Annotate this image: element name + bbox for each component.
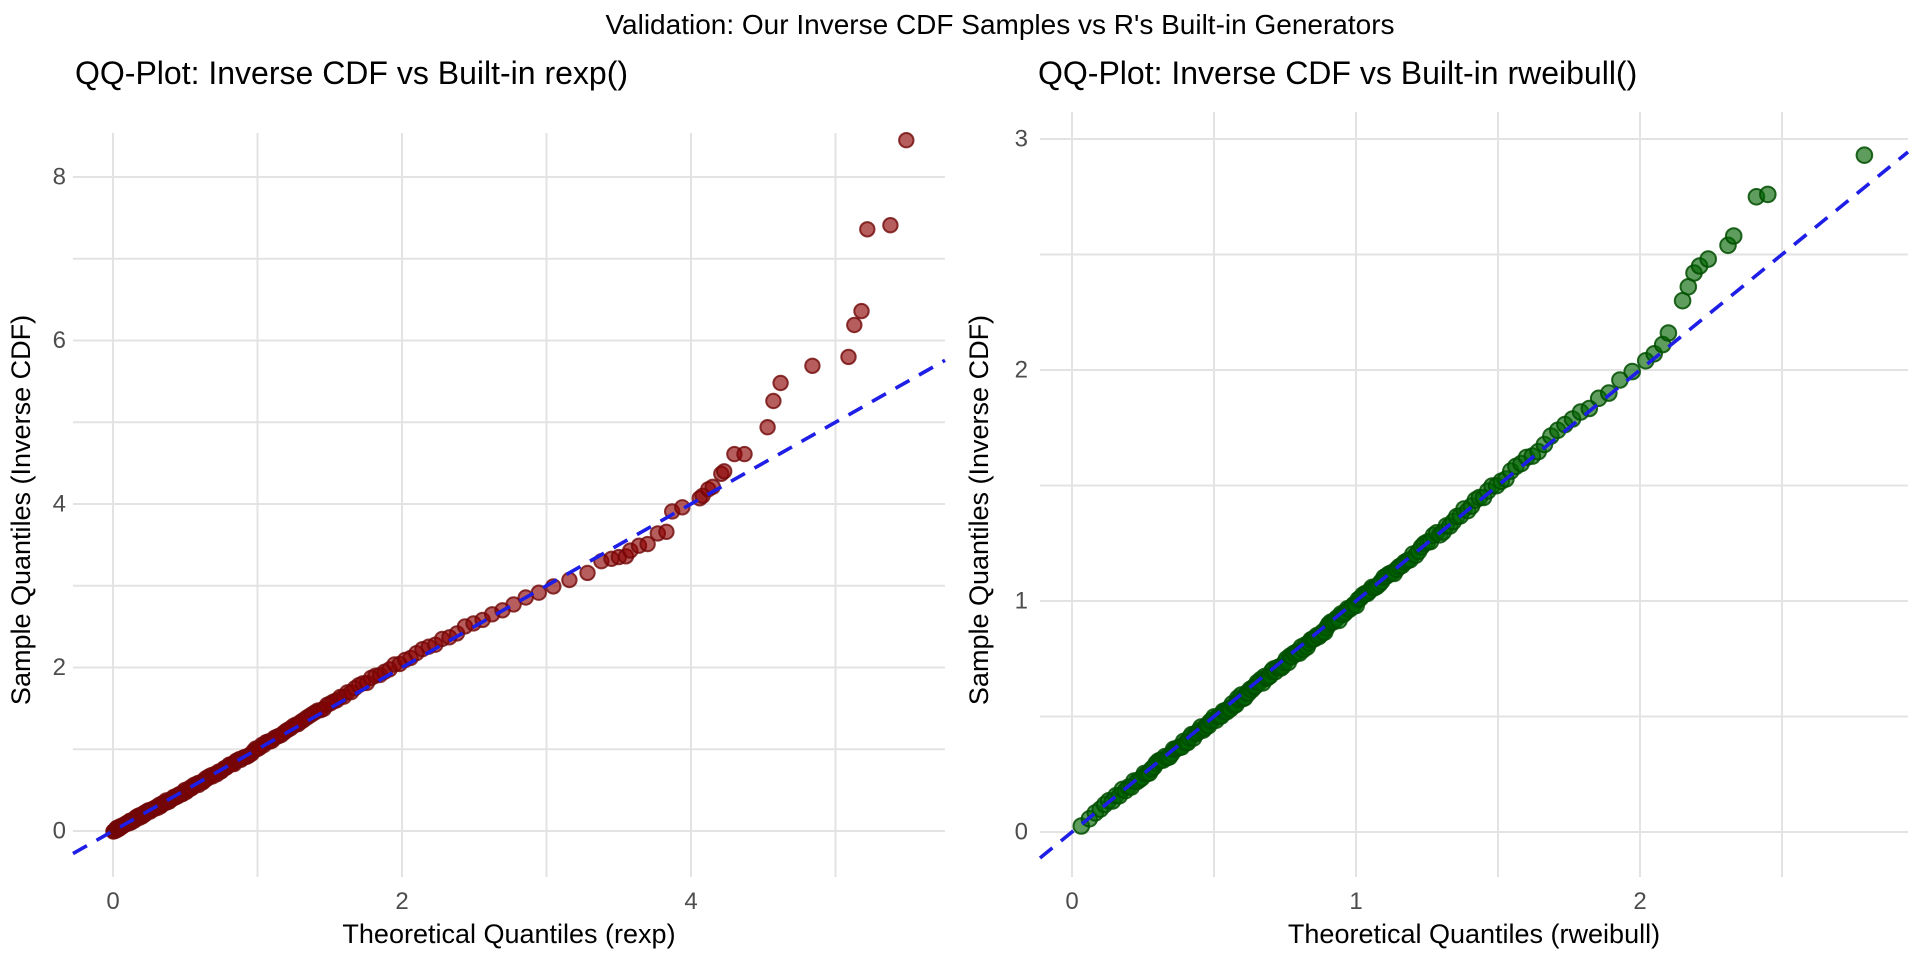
panel-rweibull-reference-layer — [1038, 150, 1910, 860]
y-tick-label: 3 — [1015, 126, 1028, 153]
panel-rexp-points-layer — [105, 132, 915, 840]
data-point — [882, 217, 899, 234]
figure-title: Validation: Our Inverse CDF Samples vs R… — [605, 9, 1394, 40]
y-tick-label: 6 — [53, 327, 66, 354]
data-point — [853, 302, 870, 320]
panel-rweibull-x-axis-title: Theoretical Quantiles (rweibull) — [1288, 919, 1660, 949]
x-tick-label: 1 — [1349, 888, 1362, 915]
panel-rexp-tick-labels: 0 2 4 0 2 4 6 8 — [53, 164, 698, 916]
panel-rweibull-gridlines — [1040, 112, 1908, 877]
y-tick-label: 8 — [53, 164, 66, 191]
panel-rexp-x-axis-title: Theoretical Quantiles (rexp) — [342, 919, 675, 949]
data-point — [639, 535, 656, 553]
reference-line — [72, 358, 946, 856]
data-point — [1659, 324, 1678, 342]
panel-rweibull-y-axis-title: Sample Quantiles (Inverse CDF) — [964, 315, 994, 705]
x-tick-label: 0 — [1065, 888, 1078, 915]
data-point — [1699, 250, 1717, 268]
panel-rexp-reference-layer — [72, 358, 946, 856]
data-point — [716, 463, 733, 480]
data-point — [1855, 146, 1874, 164]
x-tick-label: 4 — [684, 888, 697, 915]
panel-rweibull-title: QQ-Plot: Inverse CDF vs Built-in rweibul… — [1038, 55, 1637, 91]
data-point — [1724, 227, 1743, 245]
data-point — [674, 499, 691, 516]
x-tick-label: 2 — [395, 888, 408, 915]
y-tick-label: 1 — [1015, 588, 1028, 615]
panel-rexp-y-axis-title: Sample Quantiles (Inverse CDF) — [6, 315, 36, 705]
y-tick-label: 0 — [53, 818, 66, 845]
panel-rweibull-tick-labels: 0 1 2 0 1 2 3 — [1015, 126, 1647, 916]
data-point — [759, 419, 776, 436]
data-point — [561, 571, 578, 589]
data-point — [1623, 362, 1641, 381]
data-point — [840, 348, 857, 366]
x-tick-label: 2 — [1633, 888, 1646, 915]
data-point — [859, 221, 876, 238]
data-point — [1759, 185, 1777, 204]
panel-rweibull-points-layer — [1072, 146, 1874, 835]
data-point — [658, 523, 675, 540]
panel-rexp: QQ-Plot: Inverse CDF vs Built-in rexp() … — [6, 55, 946, 949]
x-tick-label: 0 — [106, 888, 119, 915]
data-point — [579, 564, 596, 582]
y-tick-label: 0 — [1015, 819, 1028, 846]
panel-rexp-gridlines — [73, 133, 945, 877]
data-point — [772, 374, 789, 392]
panel-rexp-title: QQ-Plot: Inverse CDF vs Built-in rexp() — [75, 55, 628, 91]
data-point — [898, 132, 915, 149]
data-point — [804, 357, 821, 374]
data-point — [846, 316, 863, 334]
data-point — [736, 445, 753, 463]
y-tick-label: 2 — [1015, 357, 1028, 384]
y-tick-label: 4 — [53, 491, 66, 518]
y-tick-label: 2 — [53, 654, 66, 681]
panel-rweibull: QQ-Plot: Inverse CDF vs Built-in rweibul… — [964, 55, 1910, 949]
data-point — [765, 392, 782, 410]
reference-line — [1038, 150, 1910, 860]
